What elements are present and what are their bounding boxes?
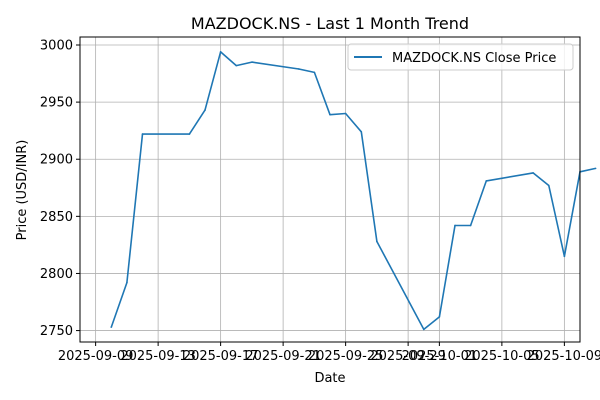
x-tick-label: 2025-10-01	[402, 349, 478, 364]
y-axis-label: Price (USD/INR)	[15, 140, 30, 241]
x-tick-label: 2025-09-09	[58, 349, 134, 364]
data-point	[594, 167, 597, 170]
data-point	[297, 68, 300, 70]
y-tick-label: 2900	[40, 153, 73, 168]
data-point	[532, 172, 534, 174]
x-tick-label: 2025-09-21	[245, 349, 321, 364]
data-point	[141, 133, 144, 135]
chart-title: MAZDOCK.NS - Last 1 Month Trend	[191, 14, 469, 33]
legend-box	[347, 43, 574, 71]
x-tick-label: 2025-09-25	[308, 349, 384, 364]
legend-label: MAZDOCK.NS Close Price	[392, 51, 556, 66]
data-point	[110, 326, 113, 328]
x-tick-label: 2025-09-17	[183, 349, 259, 364]
series-line	[110, 51, 596, 331]
data-point	[360, 131, 363, 133]
data-point	[204, 109, 206, 111]
grid-layer	[80, 37, 580, 342]
data-point	[235, 64, 238, 67]
ticks-layer: 2025-09-092025-09-132025-09-172025-09-21…	[40, 38, 600, 364]
data-point	[188, 133, 191, 135]
x-tick-label: 2025-10-05	[464, 349, 540, 364]
y-tick-label: 2950	[40, 96, 73, 111]
x-tick-label: 2025-10-09	[527, 349, 600, 364]
y-tick-label: 2800	[40, 267, 73, 282]
data-point	[376, 240, 378, 243]
data-point	[219, 51, 222, 53]
data-point	[251, 61, 253, 63]
data-point	[344, 112, 347, 115]
data-point	[454, 224, 456, 227]
y-tick-label: 3000	[40, 38, 73, 53]
y-tick-label: 2750	[40, 324, 73, 339]
axes-frame	[79, 36, 581, 343]
data-point	[126, 281, 128, 284]
x-tick-label: 2025-09-29	[370, 349, 446, 364]
y-tick-label: 2850	[40, 210, 73, 225]
data-point	[469, 224, 472, 227]
x-tick-label: 2025-09-13	[120, 349, 196, 364]
data-point	[329, 113, 331, 116]
data-point	[485, 180, 488, 182]
data-point	[422, 328, 425, 331]
data-point	[563, 255, 566, 258]
series-layer	[110, 51, 597, 331]
data-point	[438, 316, 441, 318]
x-axis-label: Date	[314, 371, 345, 386]
data-point	[313, 71, 316, 74]
data-point	[547, 184, 550, 187]
legend: MAZDOCK.NS Close Price	[347, 43, 574, 71]
